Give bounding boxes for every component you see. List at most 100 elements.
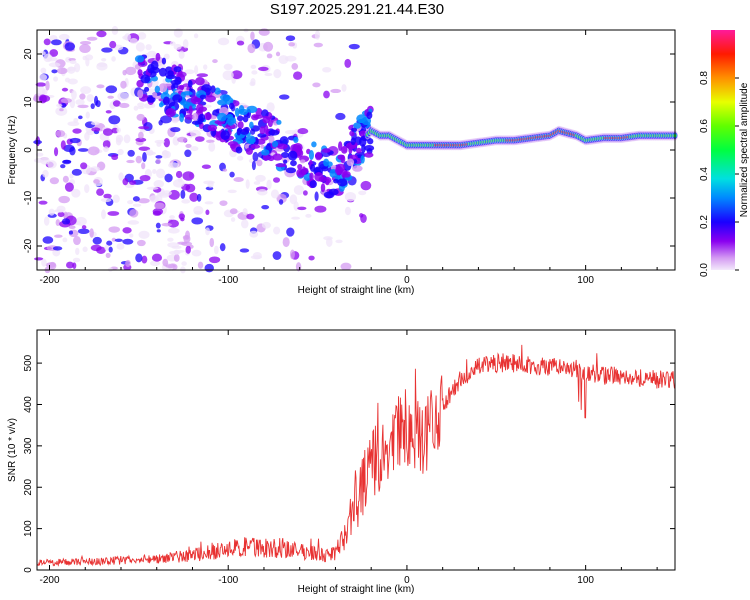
spectrogram-blob: [297, 206, 307, 211]
spectrogram-blob: [227, 141, 239, 147]
spectrogram-blob: [102, 128, 113, 136]
spectrogram-blob: [49, 177, 60, 185]
spectrogram-blob: [330, 88, 342, 94]
spectrogram-blob: [185, 143, 192, 149]
spectrogram-blob: [67, 121, 80, 127]
spectrogram-blob: [236, 40, 245, 46]
spectrogram-blob: [123, 134, 131, 144]
spectrogram-blob: [266, 179, 272, 190]
spectrogram-blob: [75, 99, 85, 106]
spectrogram-blob: [275, 51, 281, 57]
spectrogram-blob: [77, 228, 90, 235]
spectrogram-blob: [204, 263, 214, 273]
spectrogram-blob: [160, 115, 172, 124]
spectrogram-blob: [219, 243, 226, 252]
spectrogram-blob: [67, 78, 78, 85]
spectrogram-blob: [285, 167, 297, 174]
spectrogram-blob: [352, 165, 363, 172]
spectrogram-blob: [126, 159, 135, 164]
spectrogram-blob: [161, 149, 169, 159]
spectrogram-blob: [101, 209, 106, 220]
spectrogram-blob: [237, 155, 244, 161]
spectrogram-blob: [129, 180, 137, 186]
spectrogram-blob: [247, 43, 256, 54]
spectrogram-blob: [314, 151, 323, 161]
spectrogram-blob: [350, 137, 356, 146]
spectrogram-blob: [190, 129, 201, 138]
spectrogram-blob: [204, 201, 214, 205]
spectrogram-blob: [65, 261, 74, 269]
spectrogram-blob: [245, 147, 253, 155]
snr-series-line: [36, 344, 676, 567]
spectrogram-blob: [56, 67, 68, 75]
spectrogram-blob: [101, 57, 107, 62]
spectrogram-blob: [73, 63, 81, 73]
spectrogram-blob: [321, 166, 329, 172]
spectrogram-blob: [309, 180, 317, 188]
spectrogram-blob: [138, 146, 151, 151]
spectrogram-blob: [366, 111, 373, 120]
spectrogram-blob: [154, 139, 165, 144]
spectrogram-blob: [138, 131, 144, 139]
spectrogram-blob: [90, 103, 95, 110]
spectrogram-blob: [141, 162, 146, 170]
spectrogram-blob: [93, 179, 100, 184]
spectrogram-blob: [43, 216, 50, 226]
spectrogram-blob: [237, 121, 244, 129]
spectrogram-blob: [312, 82, 321, 88]
spectrogram-blob: [280, 152, 290, 158]
colorbar: 0.0 0.2 0.4 0.6 0.8 Normalized spectral ampl…: [699, 30, 750, 277]
spectrogram-blob: [107, 95, 114, 99]
spectrogram-blob: [333, 178, 339, 184]
spectrogram-blob: [84, 184, 90, 194]
spectrogram-blob: [132, 203, 142, 207]
spectrogram-blob: [65, 56, 72, 63]
spectrogram-blob: [60, 164, 66, 169]
spectrogram-blob: [209, 237, 215, 248]
spectrogram-blob: [246, 213, 255, 220]
spectrogram-blob: [39, 157, 50, 165]
spectrogram-blob: [314, 171, 324, 182]
spectrogram-blob: [169, 250, 181, 255]
spectrogram-blob: [261, 204, 270, 210]
spectrogram-blob: [146, 95, 156, 103]
spectrogram-blob: [187, 80, 193, 88]
spectrogram-blob: [158, 83, 168, 93]
snr-x-ticks: -200 -100 0 100: [40, 330, 658, 586]
spectrogram-blob: [192, 112, 199, 121]
spectrogram-blob: [120, 80, 127, 89]
spectrogram-blob: [220, 130, 230, 141]
spectrogram-blob: [71, 188, 81, 198]
spectrogram-blob: [104, 244, 110, 251]
spectrogram-blob: [61, 218, 71, 225]
spectrogram-blob: [188, 105, 193, 116]
spectrogram-blob: [39, 95, 51, 103]
spectrogram-blob: [55, 130, 66, 138]
spectrogram-blob: [137, 32, 147, 40]
spectrogram-blob: [191, 217, 204, 225]
spectrogram-blob: [223, 63, 233, 71]
spectrogram-blob: [150, 260, 161, 267]
spectrogram-blob: [62, 175, 69, 183]
spectrogram-blob: [184, 149, 192, 158]
spectrogram-blob: [111, 56, 116, 62]
spectrogram-blob: [278, 55, 289, 65]
spectrogram-blob: [167, 237, 174, 242]
spectrogram-blob: [308, 255, 315, 261]
spectrogram-blob: [105, 252, 111, 258]
spectrogram-blob: [112, 100, 121, 107]
spectrogram-blob: [135, 155, 142, 164]
spectrogram-blob: [36, 86, 46, 97]
spectrogram-blob: [263, 41, 274, 52]
spectrogram-blob: [358, 118, 365, 124]
y-tick-label: 200: [23, 478, 34, 495]
spectrogram-blob: [135, 42, 145, 52]
spectrogram-blob: [165, 74, 177, 80]
spectrogram-blob: [71, 90, 77, 100]
spectrogram-blob: [45, 80, 50, 91]
spectrogram-blob: [92, 236, 102, 245]
spectrogram-blob: [360, 180, 372, 191]
spectrogram-blob: [217, 112, 227, 122]
spectrogram-blob: [279, 94, 290, 100]
spectrogram-blob: [335, 112, 346, 120]
